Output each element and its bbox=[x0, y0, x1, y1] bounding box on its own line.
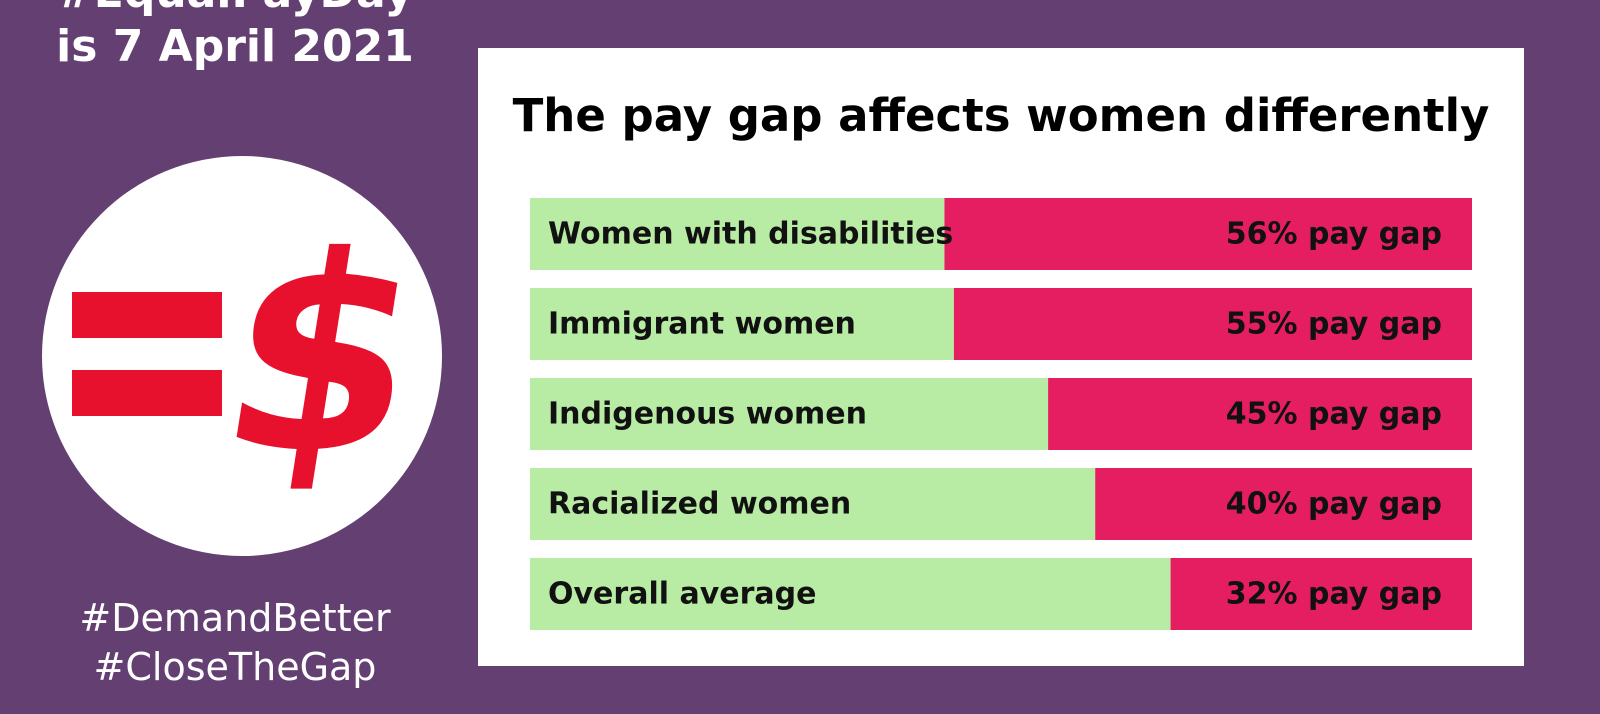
bar-row: Immigrant women 55% pay gap bbox=[530, 288, 1472, 360]
data-label: 45% pay gap bbox=[1226, 397, 1442, 432]
pay-gap-bar bbox=[1048, 378, 1472, 450]
heading-line-2: is 7 April 2021 bbox=[56, 21, 414, 72]
dollar-sign-icon: $ bbox=[203, 198, 441, 513]
data-label: 40% pay gap bbox=[1226, 487, 1442, 522]
pay-gap-bar-chart: Women with disabilities 56% pay gap Immigr… bbox=[530, 198, 1472, 630]
category-label: Women with disabilities bbox=[548, 217, 953, 252]
chart-card: The pay gap affects women differently Wo… bbox=[478, 48, 1524, 666]
equals-bar-top bbox=[72, 292, 222, 338]
category-label: Overall average bbox=[548, 577, 816, 612]
equal-pay-logo: $ bbox=[42, 156, 442, 556]
earned-bar bbox=[530, 558, 1171, 630]
earned-bar bbox=[530, 288, 954, 360]
category-label: Racialized women bbox=[548, 487, 851, 522]
bar-row: Women with disabilities 56% pay gap bbox=[530, 198, 1472, 270]
chart-title: The pay gap affects women differently bbox=[512, 89, 1490, 142]
category-label: Indigenous women bbox=[548, 397, 867, 432]
hashtags: #DemandBetter #CloseTheGap bbox=[40, 594, 430, 692]
pay-gap-bar bbox=[953, 288, 1472, 360]
hashtag-close-the-gap: #CloseTheGap bbox=[93, 645, 377, 689]
category-label: Immigrant women bbox=[548, 307, 856, 342]
earned-bar bbox=[530, 198, 945, 270]
pay-gap-bar bbox=[944, 198, 1472, 270]
pay-gap-bar bbox=[1170, 558, 1472, 630]
equals-bar-bottom bbox=[72, 370, 222, 416]
hashtag-demand-better: #DemandBetter bbox=[79, 596, 391, 640]
data-label: 32% pay gap bbox=[1226, 577, 1442, 612]
data-label: 55% pay gap bbox=[1226, 307, 1442, 342]
heading-line-1: #EqualPayDay bbox=[0, 0, 470, 20]
bar-row: Indigenous women 45% pay gap bbox=[530, 378, 1472, 450]
bar-row: Racialized women 40% pay gap bbox=[530, 468, 1472, 540]
earned-bar bbox=[530, 468, 1096, 540]
earned-bar bbox=[530, 378, 1049, 450]
pay-gap-bar bbox=[1095, 468, 1472, 540]
equal-pay-day-heading: #EqualPayDay is 7 April 2021 bbox=[0, 0, 470, 74]
bar-row: Overall average 32% pay gap bbox=[530, 558, 1472, 630]
data-label: 56% pay gap bbox=[1226, 217, 1442, 252]
